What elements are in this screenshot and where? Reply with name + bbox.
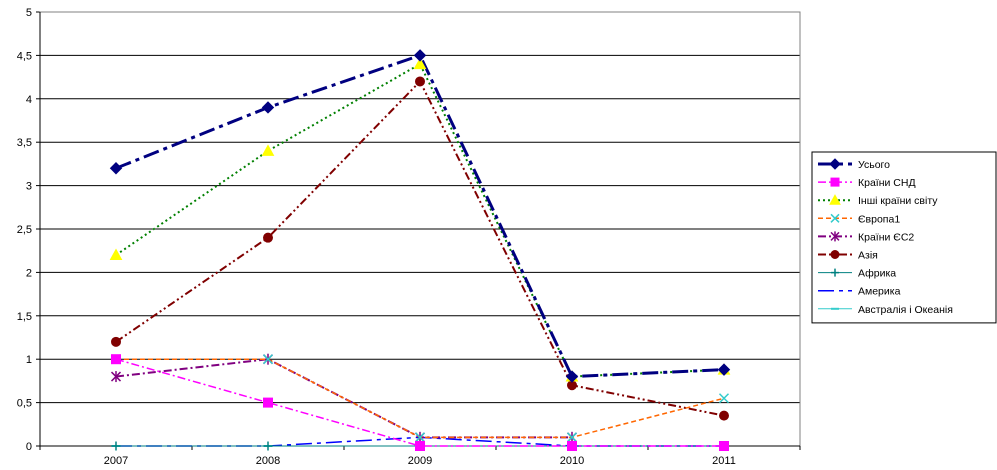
series-4-point bbox=[718, 393, 730, 404]
y-tick-labels: 0 0,5 1 1,5 2 2,5 3 3,5 4 4,5 5 bbox=[17, 7, 32, 453]
x-tick-label: 2007 bbox=[104, 455, 128, 467]
legend-item: Азія bbox=[818, 250, 878, 262]
legend-item: Америка bbox=[818, 286, 901, 298]
series-5-line bbox=[115, 358, 572, 439]
legend-label: Азія bbox=[858, 250, 878, 262]
series-4-point bbox=[566, 432, 578, 443]
series-2-point bbox=[263, 397, 273, 408]
legend: Усього Країни СНД Інші країни світу Європа1… bbox=[811, 151, 997, 324]
gridlines bbox=[40, 11, 800, 404]
y-tick-label: 4 bbox=[26, 94, 32, 106]
series-5-point bbox=[110, 371, 122, 383]
legend-label: Австралія і Океанія bbox=[858, 304, 953, 316]
legend-item: Європа1 bbox=[818, 213, 900, 225]
series-1-point bbox=[413, 49, 427, 62]
series-2-point bbox=[567, 441, 577, 451]
y-tick-label: 0 bbox=[26, 441, 32, 453]
series-1-point bbox=[565, 370, 579, 383]
y-tick-label: 2,5 bbox=[17, 224, 32, 236]
legend-item: Країни СНД bbox=[818, 177, 916, 189]
series-1-point bbox=[109, 162, 123, 175]
legend-label: Америка bbox=[858, 286, 901, 298]
x-tick-labels: 2007 2008 2009 2010 2011 bbox=[104, 455, 736, 467]
legend-item: Австралія і Океанія bbox=[818, 304, 953, 316]
x-tick-label: 2011 bbox=[712, 455, 736, 467]
y-tick-label: 1 bbox=[26, 354, 32, 366]
legend-marker bbox=[829, 194, 841, 205]
legend-marker bbox=[830, 177, 840, 187]
series-6-point bbox=[263, 232, 273, 243]
x-tick-label: 2009 bbox=[408, 455, 432, 467]
series-3-point bbox=[109, 248, 123, 261]
legend-item: Країни ЄС2 bbox=[818, 231, 914, 243]
legend-label: Африка bbox=[858, 268, 896, 280]
legend-label: Європа1 bbox=[858, 213, 900, 225]
series-4-point bbox=[414, 432, 426, 443]
x-tick-label: 2008 bbox=[256, 455, 280, 467]
series-3-point bbox=[261, 144, 275, 156]
y-tick-label: 3 bbox=[26, 181, 32, 193]
series-6-point bbox=[111, 336, 121, 347]
series-markers bbox=[109, 49, 731, 451]
legend-marker bbox=[830, 213, 840, 223]
series-7-point bbox=[263, 441, 273, 451]
legend-label: Інші країни світу bbox=[858, 195, 938, 207]
series-1-point bbox=[261, 101, 275, 114]
y-tick-label: 1,5 bbox=[17, 311, 32, 323]
series-3-point bbox=[413, 57, 427, 70]
series-6-point bbox=[719, 410, 729, 421]
y-tick-label: 3,5 bbox=[17, 137, 32, 149]
y-tick-label: 4,5 bbox=[17, 50, 32, 62]
series-2-point bbox=[111, 354, 121, 365]
series-3-line bbox=[115, 63, 725, 378]
series-1-point bbox=[717, 363, 731, 376]
legend-label: Усього bbox=[858, 159, 890, 171]
series-2-point bbox=[415, 441, 425, 451]
legend-label: Країни ЄС2 bbox=[858, 231, 914, 243]
x-tick-label: 2010 bbox=[560, 455, 584, 467]
legend-item: Усього bbox=[818, 158, 890, 171]
legend-item: Інші країни світу bbox=[818, 194, 938, 207]
legend-marker bbox=[830, 231, 840, 242]
series-2-point bbox=[719, 441, 729, 451]
y-tick-label: 5 bbox=[26, 7, 32, 19]
legend-item: Африка bbox=[818, 268, 896, 280]
series-7-point bbox=[111, 441, 121, 451]
legend-label: Країни СНД bbox=[858, 177, 916, 189]
legend-marker bbox=[830, 250, 840, 259]
y-tick-label: 0,5 bbox=[17, 398, 32, 410]
series-4-point bbox=[262, 354, 274, 365]
legend-marker bbox=[831, 268, 839, 277]
legend-box bbox=[811, 151, 997, 324]
y-tick-label: 2 bbox=[26, 267, 32, 279]
series-1-line bbox=[115, 53, 725, 379]
legend-marker bbox=[829, 158, 841, 170]
series-6-point bbox=[415, 76, 425, 87]
series-lines bbox=[115, 53, 725, 447]
